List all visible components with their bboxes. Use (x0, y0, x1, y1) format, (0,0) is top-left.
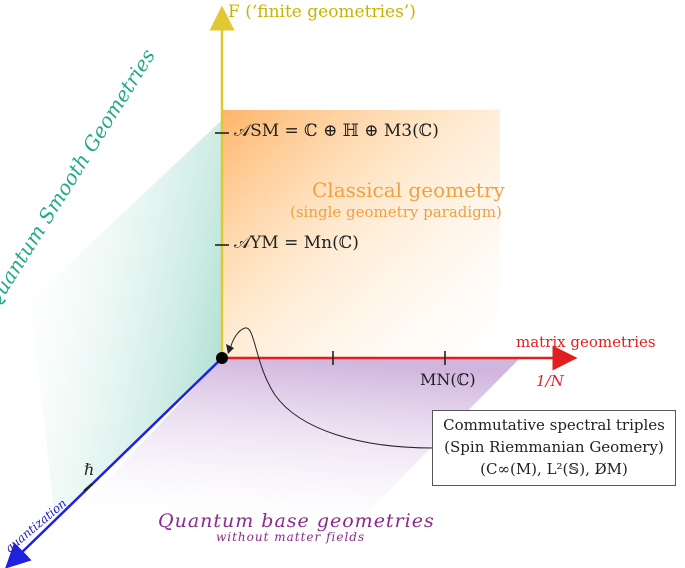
mn-tick-label: MN(ℂ) (420, 370, 476, 389)
classical-plane (222, 110, 500, 358)
origin-point (216, 352, 228, 364)
matrix-axis-label: matrix geometries (516, 333, 656, 351)
spectral-triples-callout: Commutative spectral triples (Spin Riemm… (432, 410, 676, 486)
a-sm-label: 𝒜SM = ℂ ⊕ ℍ ⊕ M3(ℂ) (234, 121, 439, 141)
quantum-base-subtitle: without matter fields (216, 530, 366, 544)
f-axis-label: F (‘finite geometries’) (228, 2, 416, 22)
quantum-base-plane (70, 358, 520, 520)
hbar-tick-label: ℏ (84, 460, 95, 479)
inverse-n-label: 1/N (536, 372, 564, 390)
quantization-axis (5, 357, 223, 568)
a-ym-label: 𝒜YM = Mn(ℂ) (234, 233, 359, 253)
classical-geometry-title: Classical geometry (312, 178, 505, 202)
callout-line-2: (Spin Riemmanian Geomery) (444, 438, 664, 456)
callout-curve (229, 327, 434, 449)
quantum-base-title: Quantum base geometries (158, 510, 435, 532)
callout-line-1: Commutative spectral triples (443, 416, 665, 434)
quantum-smooth-plane (30, 120, 222, 520)
callout-line-3: (C∞(M), L²(𝕊), D̸M) (480, 460, 628, 478)
tick-hbar (83, 483, 93, 492)
classical-geometry-subtitle: (single geometry paradigm) (290, 203, 502, 221)
callout-arrowhead (226, 344, 234, 354)
